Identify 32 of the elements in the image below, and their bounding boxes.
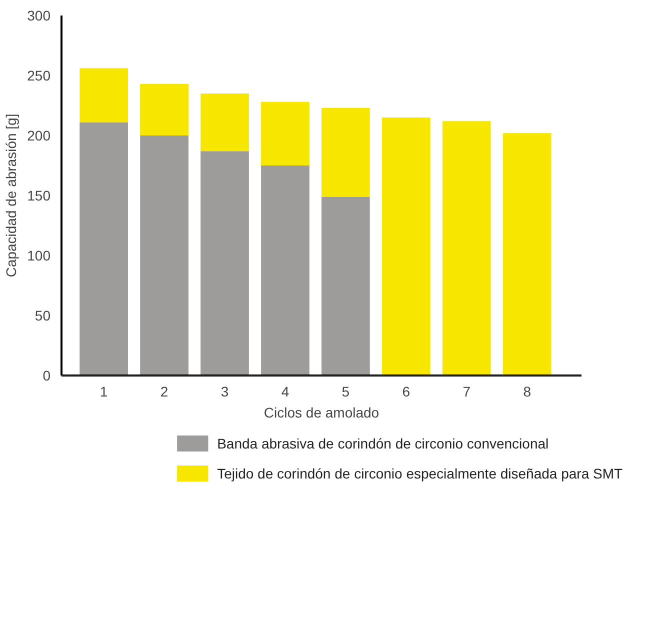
x-tick-label: 6 — [402, 384, 410, 400]
x-tick-label: 7 — [462, 384, 471, 400]
y-tick-label: 200 — [27, 128, 51, 144]
x-tick-label: 8 — [523, 384, 532, 400]
x-tick-label: 5 — [342, 384, 350, 400]
bar — [261, 102, 310, 166]
y-axis-title: Capacidad de abrasión [g] — [3, 114, 20, 278]
bar — [322, 108, 370, 197]
bar — [80, 122, 128, 376]
x-tick-label: 2 — [160, 384, 168, 400]
x-tick-label: 1 — [100, 384, 108, 400]
bar — [322, 196, 370, 376]
y-tick-label: 0 — [42, 368, 51, 384]
x-tick-label: 4 — [281, 384, 290, 400]
legend-label: Tejido de corindón de circonio especialmente diseñada para SMT — [217, 466, 623, 482]
y-tick-label: 250 — [27, 68, 51, 84]
bar — [442, 121, 491, 376]
y-tick-label: 100 — [27, 248, 51, 264]
bar — [261, 166, 310, 376]
bar — [200, 94, 249, 152]
bar — [80, 68, 128, 122]
legend-label: Banda abrasiva de corindón de circonio convencional — [217, 436, 549, 452]
bar — [200, 151, 249, 376]
y-tick-label: 300 — [27, 8, 51, 24]
bar — [140, 136, 188, 376]
bar — [140, 84, 188, 136]
x-axis-title: Ciclos de amolado — [264, 404, 380, 420]
bar — [502, 133, 552, 376]
y-tick-label: 50 — [34, 308, 51, 324]
y-tick-label: 150 — [27, 188, 51, 204]
x-tick-label: 3 — [220, 384, 229, 400]
bar — [382, 118, 430, 376]
